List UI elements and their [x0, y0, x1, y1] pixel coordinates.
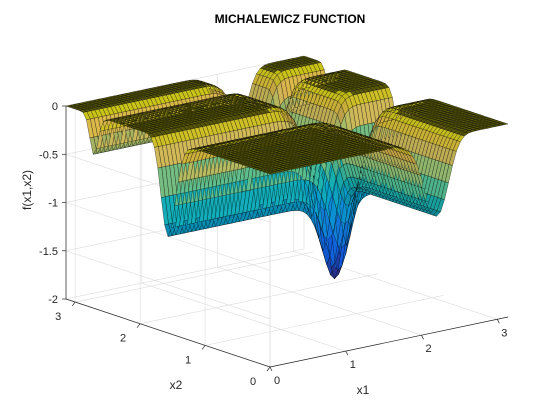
z-tick-label: -2 [48, 294, 58, 306]
z-tick-label: -1 [48, 198, 58, 210]
x-tick-label: 2 [425, 343, 431, 355]
y-axis-label: x2 [170, 378, 183, 392]
y-tick-label: 2 [120, 333, 126, 345]
z-tick-label: -1.5 [39, 246, 58, 258]
x-gridline [141, 90, 346, 352]
y-tick-label: 3 [55, 311, 61, 323]
x-tick-label: 0 [274, 375, 280, 387]
z-tick-label: -0.5 [39, 149, 58, 161]
z-tick-label: 0 [52, 101, 58, 113]
x-axis-label: x1 [357, 383, 370, 397]
z-axis-label: f(x1,x2) [20, 170, 34, 210]
y-tick-label: 0 [250, 376, 256, 388]
surface-mesh [65, 55, 509, 280]
x-tick-label: 3 [501, 327, 507, 339]
chart-title: MICHALEWICZ FUNCTION [215, 12, 366, 26]
x-tick-label: 1 [350, 359, 356, 371]
y-tick-label: 1 [185, 354, 191, 366]
